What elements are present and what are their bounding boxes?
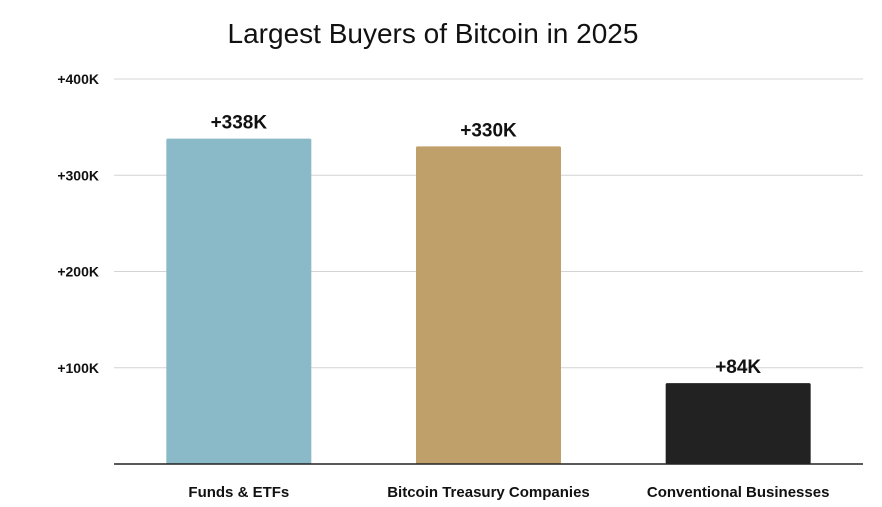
chart-title: Largest Buyers of Bitcoin in 2025 (228, 18, 639, 49)
bar-2 (665, 383, 811, 464)
y-axis-tick-labels: +100K +200K +300K +400K (57, 71, 99, 376)
x-tick-label-1: Bitcoin Treasury Companies (387, 484, 590, 501)
data-label-0: +338K (211, 113, 268, 134)
y-tick-label-0: +100K (57, 360, 99, 376)
x-axis-tick-labels: Funds & ETFs Bitcoin Treasury Companies Co… (188, 484, 829, 501)
y-tick-label-2: +300K (57, 167, 99, 183)
y-tick-label-3: +400K (57, 71, 99, 87)
bar-1 (416, 146, 561, 464)
y-tick-label-1: +200K (57, 264, 99, 280)
data-label-2: +84K (715, 357, 761, 378)
x-tick-label-2: Conventional Businesses (647, 484, 830, 501)
x-tick-label-0: Funds & ETFs (188, 484, 289, 501)
bars (166, 138, 811, 465)
data-label-1: +330K (460, 120, 517, 141)
bar-0 (166, 138, 312, 465)
data-labels: +338K +330K +84K (211, 113, 762, 378)
